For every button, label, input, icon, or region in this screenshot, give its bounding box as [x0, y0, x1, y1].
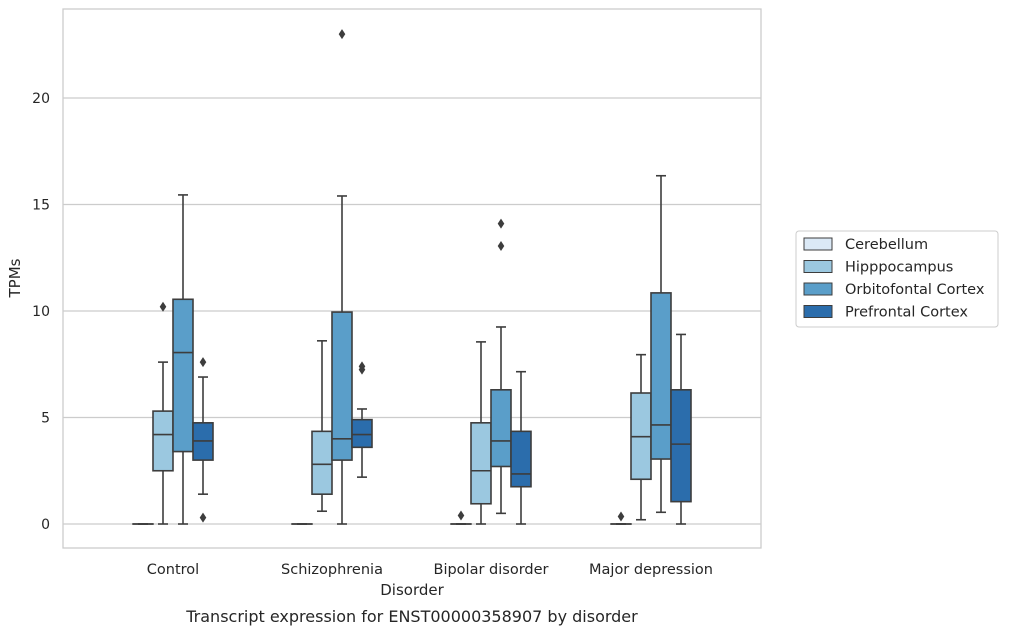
- outlier-point: [338, 29, 346, 40]
- box-0-2: [450, 510, 472, 525]
- outlier-point: [497, 241, 505, 252]
- y-tick-labels: 0 5 10 15 20: [32, 91, 50, 533]
- x-axis-label: Disorder: [380, 581, 444, 599]
- y-tick-label: 20: [32, 91, 50, 107]
- outlier-point: [617, 511, 625, 522]
- box-0-3: [610, 511, 632, 525]
- legend-label: Orbitofontal Cortex: [845, 282, 985, 298]
- x-tick-label: Control: [147, 562, 199, 578]
- box-1-3: [630, 353, 652, 521]
- outlier-point: [497, 218, 505, 229]
- legend-label: Hipppocampus: [845, 260, 953, 276]
- y-tick-label: 5: [41, 411, 50, 427]
- legend-label: Prefrontal Cortex: [845, 305, 968, 321]
- box-iqr: [650, 292, 672, 460]
- x-tick-labels: Control Schizophrenia Bipolar disorder Majo…: [147, 562, 713, 578]
- box-iqr: [490, 389, 512, 468]
- legend-swatch: [803, 282, 833, 296]
- box-2-2: [490, 218, 512, 515]
- box-iqr: [311, 430, 333, 495]
- outlier-point: [457, 510, 465, 521]
- chart-caption: Transcript expression for ENST0000035890…: [185, 607, 638, 626]
- x-tick-label: Bipolar disorder: [434, 562, 549, 578]
- box-3-1: [351, 361, 373, 478]
- box-2-3: [650, 174, 672, 514]
- outlier-point: [358, 364, 366, 375]
- outlier-point: [199, 357, 207, 368]
- box-iqr: [470, 422, 492, 505]
- box-1-1: [311, 340, 333, 513]
- box-iqr: [351, 418, 373, 449]
- legend-swatch: [803, 305, 833, 318]
- x-tick-label: Schizophrenia: [281, 562, 383, 578]
- outlier-point: [159, 301, 167, 312]
- box-3-2: [510, 370, 532, 525]
- legend-swatch: [803, 237, 833, 251]
- plot-frame: [62, 8, 762, 549]
- y-tick-label: 10: [32, 304, 50, 320]
- box-3-0: [192, 357, 214, 523]
- box-iqr: [331, 311, 353, 461]
- box-3-3: [670, 333, 692, 525]
- y-tick-label: 15: [32, 198, 50, 214]
- box-iqr: [670, 389, 692, 503]
- box-iqr: [152, 410, 174, 472]
- box-iqr: [510, 430, 532, 488]
- box-iqr: [172, 298, 194, 453]
- box-1-0: [152, 301, 174, 525]
- legend-frame: [795, 230, 999, 328]
- x-tick-label: Major depression: [589, 562, 713, 578]
- box-series: [132, 29, 692, 525]
- legend: Cerebellum Hipppocampus Orbitofontal Corte…: [795, 230, 999, 328]
- legend-label: Cerebellum: [845, 237, 928, 253]
- y-axis-label: TPMs: [6, 258, 24, 298]
- box-2-1: [331, 29, 353, 525]
- legend-swatch: [803, 260, 833, 273]
- box-2-0: [172, 194, 194, 525]
- outlier-point: [199, 512, 207, 523]
- y-tick-label: 0: [41, 517, 50, 533]
